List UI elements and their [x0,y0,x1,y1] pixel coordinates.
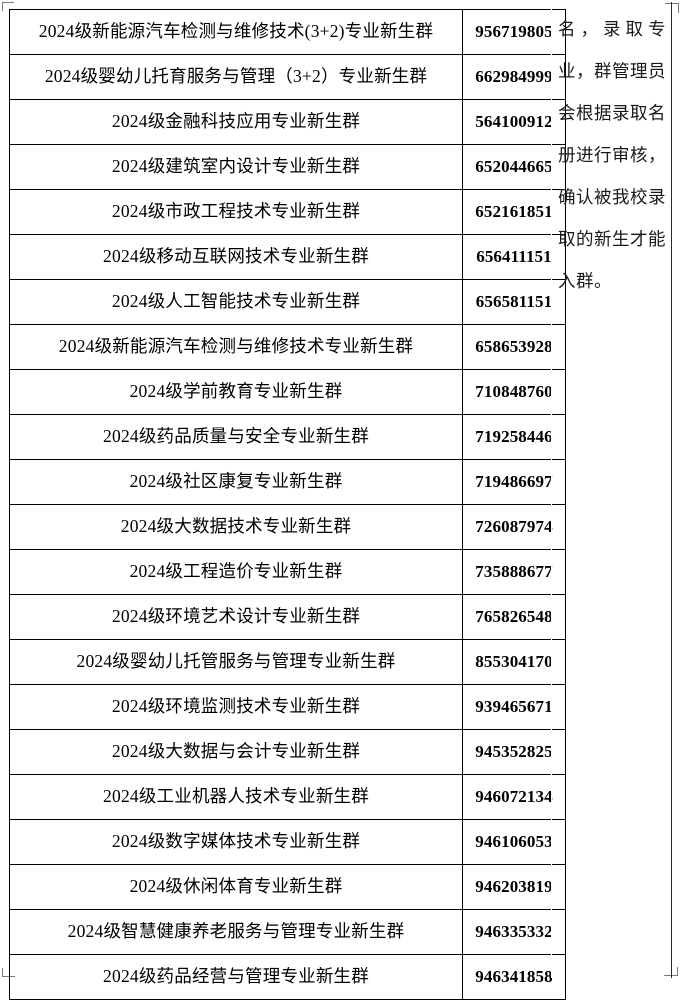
table-row: 2024级大数据与会计专业新生群 945352825 [9,729,566,775]
table-row: 2024级休闲体育专业新生群 946203819 [9,864,566,910]
table-row: 2024级工业机器人技术专业新生群 946072134 [9,774,566,820]
group-name-cell: 2024级药品质量与安全专业新生群 [9,414,463,460]
table-row: 2024级环境监测技术专业新生群 939465671 [9,684,566,730]
table-row: 2024级移动互联网技术专业新生群 656411151 [9,234,566,280]
group-number-cell: 946106053 [462,819,566,865]
group-name-cell: 2024级婴幼儿托管服务与管理专业新生群 [9,639,463,685]
group-name-cell: 2024级社区康复专业新生群 [9,459,463,505]
page-border-tick-top-left-horizontal [2,2,14,3]
group-number-cell: 956719805 [462,9,566,55]
qq-group-table-body: 2024级新能源汽车检测与维修技术(3+2)专业新生群 956719805 20… [9,9,566,1000]
side-note-column: 名，录取专业，群管理员会根据录取名册进行审核，确认被我校录取的新生才能入群。 [551,2,672,978]
group-name-cell: 2024级工程造价专业新生群 [9,549,463,595]
group-name-cell: 2024级环境监测技术专业新生群 [9,684,463,730]
table-row: 2024级智慧健康养老服务与管理专业新生群 946335332 [9,909,566,955]
table-row: 2024级药品经营与管理专业新生群 946341858 [9,954,566,1000]
group-name-cell: 2024级移动互联网技术专业新生群 [9,234,463,280]
page-border-tick-top-right-vertical [678,3,679,13]
group-number-cell: 658653928 [462,324,566,370]
group-number-cell: 946203819 [462,864,566,910]
table-row: 2024级婴幼儿托管服务与管理专业新生群 855304170 [9,639,566,685]
group-name-cell: 2024级新能源汽车检测与维修技术专业新生群 [9,324,463,370]
group-name-cell: 2024级大数据技术专业新生群 [9,504,463,550]
page-border-tick-top-left-vertical [2,2,3,11]
table-row: 2024级人工智能技术专业新生群 656581151 [9,279,566,325]
group-name-cell: 2024级休闲体育专业新生群 [9,864,463,910]
group-name-cell: 2024级药品经营与管理专业新生群 [9,954,463,1000]
table-row: 2024级婴幼儿托育服务与管理（3+2）专业新生群 662984999 [9,54,566,100]
group-number-cell: 946335332 [462,909,566,955]
group-number-cell: 652044665 [462,144,566,190]
group-name-cell: 2024级金融科技应用专业新生群 [9,99,463,145]
group-name-cell: 2024级市政工程技术专业新生群 [9,189,463,235]
table-row: 2024级药品质量与安全专业新生群 719258446 [9,414,566,460]
qq-group-table: 2024级新能源汽车检测与维修技术(3+2)专业新生群 956719805 20… [9,9,566,1000]
table-row: 2024级新能源汽车检测与维修技术(3+2)专业新生群 956719805 [9,9,566,55]
group-number-cell: 652161851 [462,189,566,235]
group-number-cell: 945352825 [462,729,566,775]
page-border-tick-bottom-right-vertical [677,967,678,976]
group-name-cell: 2024级建筑室内设计专业新生群 [9,144,463,190]
table-row: 2024级市政工程技术专业新生群 652161851 [9,189,566,235]
group-name-cell: 2024级大数据与会计专业新生群 [9,729,463,775]
page-border-tick-bottom-left-vertical [2,968,3,977]
group-number-cell: 735888677 [462,549,566,595]
group-number-cell: 656411151 [462,234,566,280]
table-row: 2024级社区康复专业新生群 719486697 [9,459,566,505]
group-name-cell: 2024级新能源汽车检测与维修技术(3+2)专业新生群 [9,9,463,55]
group-number-cell: 855304170 [462,639,566,685]
table-row: 2024级学前教育专业新生群 710848760 [9,369,566,415]
group-number-cell: 726087974 [462,504,566,550]
group-name-cell: 2024级人工智能技术专业新生群 [9,279,463,325]
table-row: 2024级建筑室内设计专业新生群 652044665 [9,144,566,190]
group-number-cell: 719486697 [462,459,566,505]
page-border-tick-bottom-left-horizontal [2,976,15,977]
group-number-cell: 719258446 [462,414,566,460]
group-name-cell: 2024级学前教育专业新生群 [9,369,463,415]
group-name-cell: 2024级环境艺术设计专业新生群 [9,594,463,640]
group-name-cell: 2024级智慧健康养老服务与管理专业新生群 [9,909,463,955]
group-name-cell: 2024级婴幼儿托育服务与管理（3+2）专业新生群 [9,54,463,100]
group-number-cell: 765826548 [462,594,566,640]
group-number-cell: 946072134 [462,774,566,820]
table-row: 2024级环境艺术设计专业新生群 765826548 [9,594,566,640]
group-name-cell: 2024级工业机器人技术专业新生群 [9,774,463,820]
group-name-cell: 2024级数字媒体技术专业新生群 [9,819,463,865]
side-note-text: 名，录取专业，群管理员会根据录取名册进行审核，确认被我校录取的新生才能入群。 [558,19,666,291]
table-row: 2024级新能源汽车检测与维修技术专业新生群 658653928 [9,324,566,370]
table-row: 2024级工程造价专业新生群 735888677 [9,549,566,595]
page-border-tick-top-right-horizontal [665,3,679,4]
group-number-cell: 662984999 [462,54,566,100]
group-number-cell: 710848760 [462,369,566,415]
table-row: 2024级数字媒体技术专业新生群 946106053 [9,819,566,865]
table-row: 2024级金融科技应用专业新生群 564100912 [9,99,566,145]
table-row: 2024级大数据技术专业新生群 726087974 [9,504,566,550]
